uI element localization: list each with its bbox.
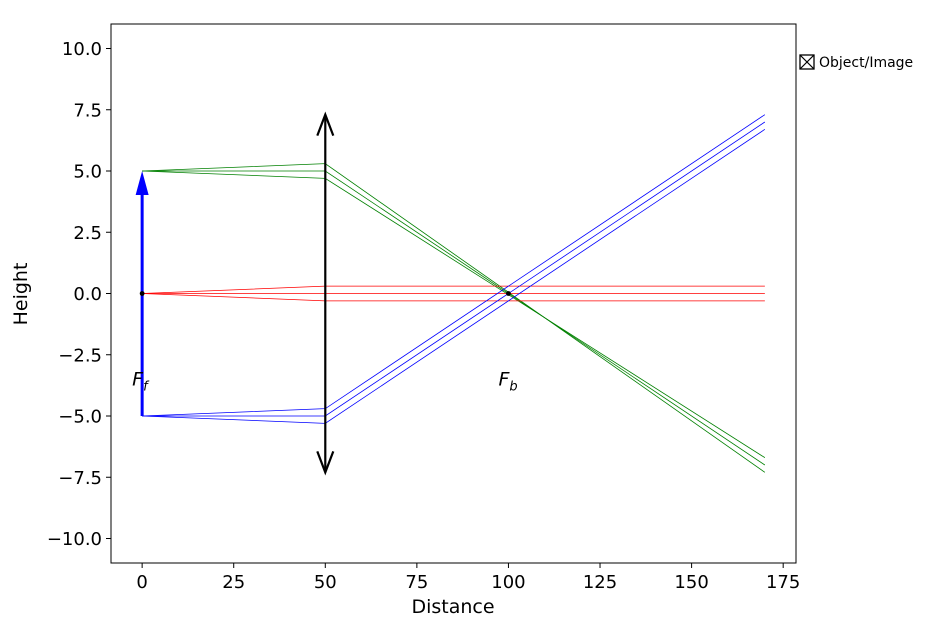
y-tick-label: −10.0 bbox=[47, 529, 102, 550]
focal-point-Fb bbox=[506, 291, 511, 296]
x-tick-label: 125 bbox=[583, 572, 617, 593]
y-tick-label: 2.5 bbox=[73, 223, 102, 244]
y-tick-label: −2.5 bbox=[58, 345, 102, 366]
y-tick-label: 0.0 bbox=[73, 284, 102, 305]
legend: Object/Image bbox=[799, 54, 913, 71]
lens-bottom-arrowhead bbox=[316, 450, 335, 476]
x-axis-title: Distance bbox=[411, 596, 494, 618]
legend-marker-icon bbox=[799, 54, 815, 70]
y-tick-label: 10.0 bbox=[62, 39, 102, 60]
y-tick-label: 5.0 bbox=[73, 162, 102, 183]
y-tick-label: −5.0 bbox=[58, 407, 102, 428]
x-tick-label: 0 bbox=[136, 572, 147, 593]
focal-point-Ff bbox=[139, 291, 145, 296]
axes-layer: 0 25 50 75 100 125 150 175 10.0 7.5 5.0 2.5 0.0 −2.5 −… bbox=[47, 39, 801, 593]
x-tick-label: 150 bbox=[674, 572, 708, 593]
y-tick-label: 7.5 bbox=[73, 100, 102, 121]
x-tick-label: 100 bbox=[491, 572, 525, 593]
lens-top-arrowhead bbox=[316, 111, 335, 137]
y-tick-label: −7.5 bbox=[58, 468, 102, 489]
x-tick-label: 25 bbox=[222, 572, 245, 593]
legend-label: Object/Image bbox=[819, 55, 913, 71]
y-axis-title: Height bbox=[10, 263, 32, 326]
x-tick-label: 75 bbox=[405, 572, 428, 593]
x-tick-label: 50 bbox=[314, 572, 337, 593]
x-tick-label: 175 bbox=[766, 572, 800, 593]
object-arrow-head bbox=[135, 171, 149, 195]
